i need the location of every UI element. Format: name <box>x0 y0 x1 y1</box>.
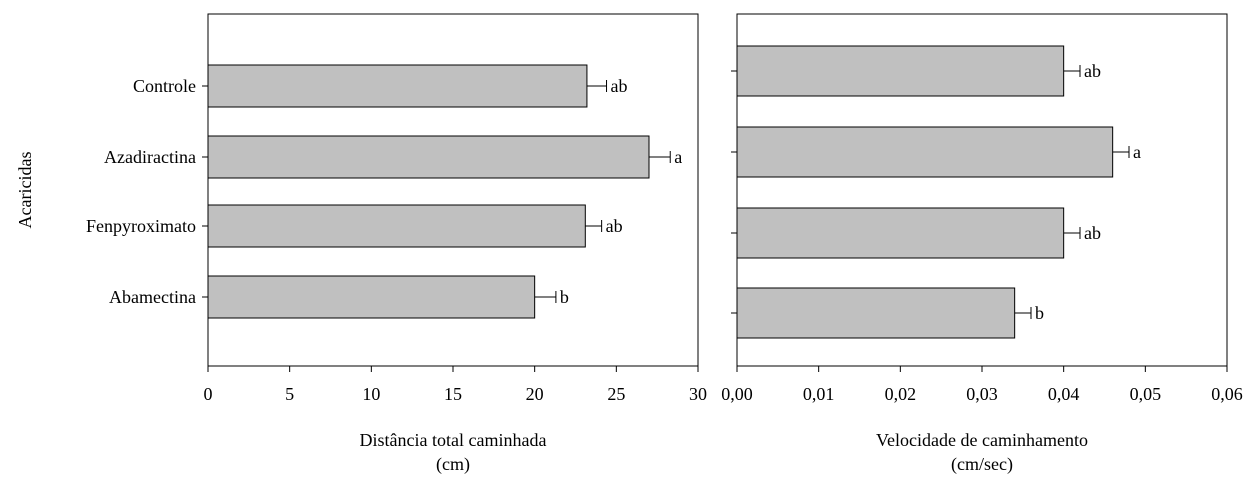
chart-1-bar <box>736 45 1065 97</box>
right-panel-speed: 0,00 0,01 0,02 0,03 0,04 0,05 0,06 ab a ab b Veloci… <box>721 13 1243 475</box>
chart-0-xtick-label: 20 <box>526 384 544 404</box>
chart-0-yaxis-title: Acaricidas <box>15 152 35 229</box>
chart-1-xtick-label: 0,04 <box>1048 384 1080 404</box>
chart-1-bar <box>736 207 1065 259</box>
chart-1-bar <box>736 126 1114 178</box>
chart-1-xtick-label: 0,06 <box>1211 384 1243 404</box>
chart-1-xtick-label: 0,03 <box>966 384 998 404</box>
chart-1-xtick-label: 0,02 <box>885 384 917 404</box>
chart-1-significance-letter: ab <box>1084 61 1101 81</box>
chart-0-xtick-label: 0 <box>204 384 213 404</box>
chart-1-bar <box>736 287 1016 339</box>
chart-0-xaxis-unit: (cm) <box>436 454 470 475</box>
chart-1-xtick-label: 0,00 <box>721 384 753 404</box>
chart-0-bar <box>207 64 588 108</box>
chart-1-significance-letter: ab <box>1084 223 1101 243</box>
chart-1-significance-letter: a <box>1133 142 1141 162</box>
chart-1-significance-letter: b <box>1035 303 1044 323</box>
chart-1-xaxis-title: Velocidade de caminhamento <box>876 430 1088 450</box>
chart-1-xtick-label: 0,01 <box>803 384 835 404</box>
chart-0-xtick-label: 25 <box>607 384 625 404</box>
chart-0-bar <box>207 135 650 179</box>
chart-0-category-label: Fenpyroximato <box>86 216 196 236</box>
chart-0-category-label: Abamectina <box>109 287 196 307</box>
chart-1-xtick-label: 0,05 <box>1130 384 1162 404</box>
chart-0-significance-letter: ab <box>606 216 623 236</box>
chart-0-bar <box>207 275 536 319</box>
chart-0-xtick-label: 10 <box>362 384 380 404</box>
chart-0-significance-letter: a <box>674 147 682 167</box>
chart-0-bar <box>207 204 586 248</box>
chart-0-xtick-label: 15 <box>444 384 462 404</box>
chart-0-xtick-label: 5 <box>285 384 294 404</box>
left-panel-distance: 0 5 10 15 20 25 30 ab Controle a Azadiractina ab Fen… <box>15 13 707 475</box>
chart-0-category-label: Azadiractina <box>104 147 196 167</box>
chart-0-significance-letter: ab <box>611 76 628 96</box>
chart-0-category-label: Controle <box>133 76 196 96</box>
chart-0-significance-letter: b <box>560 287 569 307</box>
chart-0-xaxis-title: Distância total caminhada <box>360 430 547 450</box>
chart-1-xaxis-unit: (cm/sec) <box>951 454 1013 475</box>
chart-0-xtick-label: 30 <box>689 384 707 404</box>
